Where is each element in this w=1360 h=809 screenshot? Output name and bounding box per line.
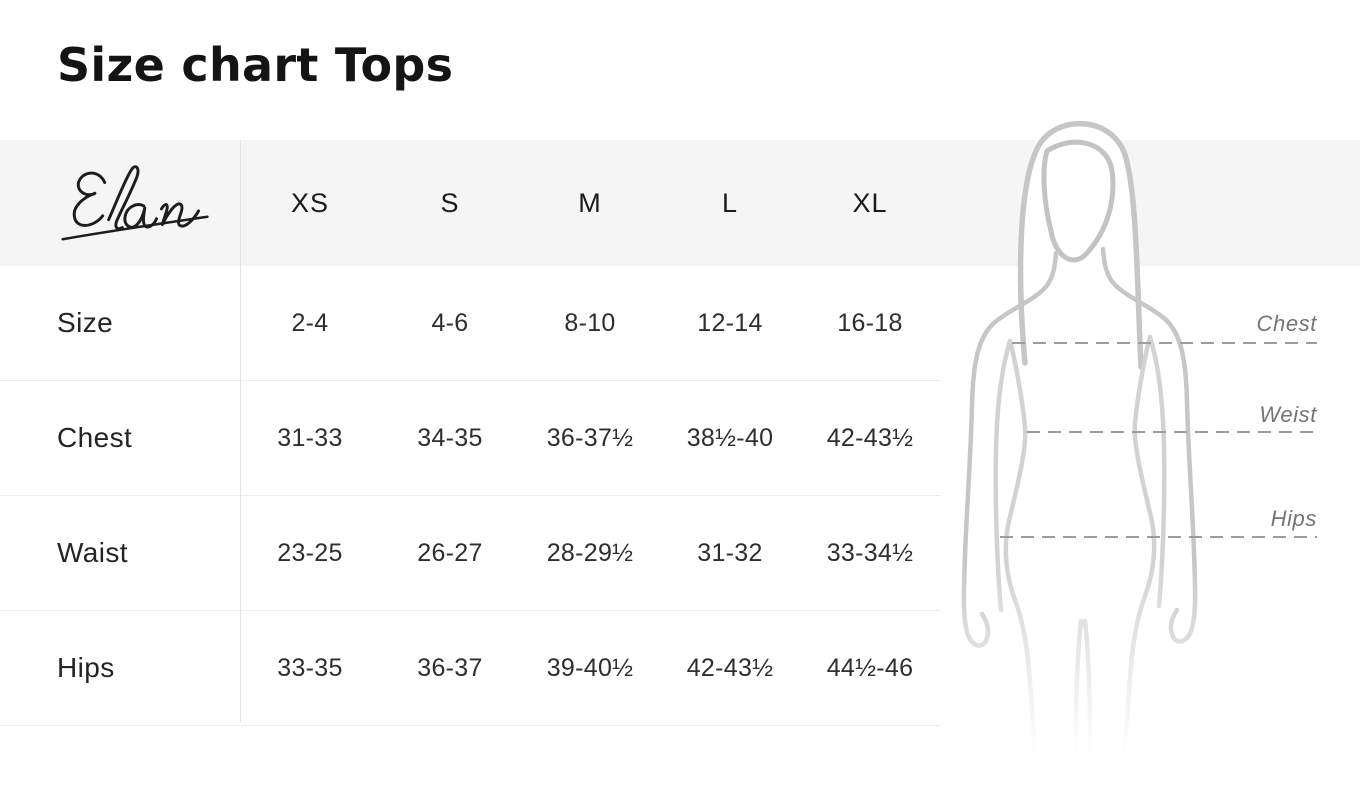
female-figure-svg [950, 120, 1220, 804]
cell-value: 33-34½ [826, 538, 914, 567]
cell-value: 31-32 [697, 538, 763, 567]
row-label: Waist [57, 537, 128, 568]
column-header-m: M [578, 187, 602, 218]
waist-measure-label: Weist [1259, 402, 1317, 427]
table-row-waist: Waist 23-25 26-27 28-29½ 31-32 33-34½ [0, 495, 941, 610]
cell-value: 36-37 [417, 653, 483, 682]
table-row-hips: Hips 33-35 36-37 39-40½ 42-43½ 44½-46 [0, 610, 941, 726]
column-header-xl: XL [852, 187, 888, 218]
cell-value: 33-35 [277, 653, 343, 682]
column-header-l: L [721, 187, 739, 218]
chest-measure-line [1012, 342, 1317, 344]
table-row-size: Size 2-4 4-6 8-10 12-14 16-18 [0, 266, 941, 380]
row-label: Chest [57, 422, 133, 453]
cell-value: 23-25 [277, 538, 343, 567]
table-column-divider [240, 140, 241, 722]
cell-value: 44½-46 [826, 653, 914, 682]
cell-value: 36-37½ [546, 423, 634, 452]
cell-value: 16-18 [837, 308, 903, 337]
page-title: Size chart Tops [57, 38, 454, 92]
cell-value: 26-27 [417, 538, 483, 567]
cell-value: 4-6 [431, 308, 469, 337]
cell-value: 8-10 [564, 308, 616, 337]
cell-value: 42-43½ [826, 423, 914, 452]
cell-value: 39-40½ [546, 653, 634, 682]
hair-outline [1017, 120, 1144, 370]
column-header-s: S [440, 187, 460, 218]
size-chart-table: Elan XS S M L XL Size 2-4 4-6 8-10 1 [0, 140, 941, 726]
column-header-xs: XS [290, 187, 330, 218]
hips-measure-line [1000, 536, 1317, 538]
cell-value: 28-29½ [546, 538, 634, 567]
cell-value: 2-4 [291, 308, 329, 337]
table-row-chest: Chest 31-33 34-35 36-37½ 38½-40 42-43½ [0, 380, 941, 495]
cell-value: 34-35 [417, 423, 483, 452]
waist-measure-line [1027, 431, 1317, 433]
row-label: Hips [57, 652, 115, 683]
cell-value: 31-33 [277, 423, 343, 452]
face-outline [1041, 139, 1116, 263]
table-header-row: Elan XS S M L XL [0, 140, 941, 266]
cell-value: 38½-40 [686, 423, 774, 452]
elan-logo: Elan [57, 161, 215, 249]
row-label: Size [57, 307, 114, 338]
cell-value: 12-14 [697, 308, 763, 337]
female-figure-illustration [950, 105, 1220, 804]
cell-value: 42-43½ [686, 653, 774, 682]
elan-signature-svg [61, 165, 209, 241]
brand-logo-cell: Elan [0, 140, 240, 266]
hips-measure-label: Hips [1270, 506, 1317, 531]
chest-measure-label: Chest [1256, 311, 1317, 336]
